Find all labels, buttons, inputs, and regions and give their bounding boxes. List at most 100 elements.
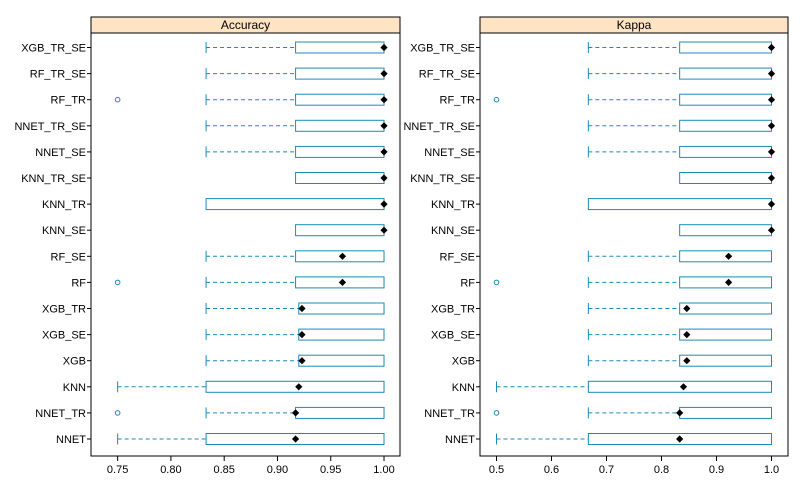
y-tick-label: XGB_TR	[431, 304, 475, 316]
median-marker	[767, 148, 776, 156]
panel-accuracy: Accuracy 0.75 0.80 0.85 0.90 0.95 1.00 XGB_TR_S…	[14, 16, 401, 476]
median-marker	[767, 96, 776, 104]
median-marker	[298, 304, 306, 313]
x-tick-label: 1.00	[373, 464, 394, 476]
median-marker	[295, 383, 303, 391]
box	[587, 380, 772, 393]
panel-title: Kappa	[617, 18, 652, 32]
y-tick-label: XGB_TR	[42, 304, 86, 316]
median-marker	[380, 148, 388, 156]
median-marker	[767, 200, 776, 208]
median-marker	[767, 226, 776, 234]
median-marker	[380, 96, 388, 104]
y-tick-label: KNN_TR	[42, 199, 86, 211]
median-marker	[767, 43, 776, 52]
box	[205, 433, 385, 445]
y-tick-label: NNET	[445, 434, 475, 446]
box	[587, 198, 772, 211]
box	[679, 93, 773, 106]
y-tick-label: RF_SE	[440, 251, 475, 263]
box	[679, 41, 773, 54]
outlier-point	[493, 279, 500, 286]
box	[295, 276, 385, 289]
y-tick-label: KNN	[63, 382, 86, 394]
x-tick-label: 0.95	[320, 464, 341, 476]
y-tick-label: XGB_TR_SE	[410, 43, 475, 55]
median-marker	[380, 200, 388, 208]
panel-title: Accuracy	[221, 18, 270, 32]
median-marker	[683, 357, 691, 365]
y-tick-label: KNN_TR_SE	[410, 173, 475, 185]
box	[298, 354, 385, 367]
panel-frame	[90, 32, 401, 457]
y-tick-label: KNN_SE	[42, 225, 86, 237]
y-tick-label: XGB_SE	[431, 330, 475, 342]
median-marker	[676, 435, 684, 443]
outlier-point	[114, 279, 121, 286]
y-tick-label: KNN	[452, 382, 475, 394]
y-tick-label: RF_TR	[51, 95, 87, 107]
box	[295, 145, 385, 158]
y-tick-label: XGB	[63, 356, 86, 368]
y-tick-label: KNN_SE	[431, 225, 475, 237]
y-tick-label: RF_TR	[440, 95, 476, 107]
median-marker	[767, 174, 776, 182]
box	[295, 119, 385, 132]
box	[295, 406, 385, 419]
box	[679, 145, 773, 158]
box	[679, 354, 773, 367]
box	[679, 224, 773, 237]
y-tick-label: RF_TR_SE	[419, 69, 475, 81]
median-marker	[380, 43, 388, 52]
outlier-point	[493, 96, 500, 103]
box	[295, 93, 385, 106]
median-marker	[679, 383, 688, 391]
box	[679, 172, 773, 184]
median-marker	[683, 331, 691, 339]
box	[295, 67, 385, 80]
y-tick-label: NNET_TR_SE	[14, 121, 86, 133]
box	[679, 250, 773, 263]
outlier-point	[114, 410, 121, 416]
x-tick-label: 0.8	[654, 464, 669, 476]
median-marker	[380, 122, 388, 130]
x-tick-label: 0.85	[213, 464, 234, 476]
median-marker	[380, 226, 388, 234]
box	[679, 406, 773, 419]
y-tick-label: NNET_TR	[35, 408, 86, 420]
box	[298, 328, 385, 341]
y-tick-label: KNN_TR_SE	[21, 173, 86, 185]
x-tick-label: 0.5	[489, 464, 504, 476]
y-tick-label: NNET	[56, 434, 86, 446]
median-marker	[298, 331, 306, 339]
box	[587, 433, 772, 445]
y-tick-label: RF	[460, 277, 475, 289]
median-marker	[291, 435, 300, 443]
outlier-point	[114, 96, 121, 103]
median-marker	[725, 252, 733, 260]
x-tick-label: 0.9	[709, 464, 724, 476]
y-tick-label: XGB_SE	[42, 330, 86, 342]
box	[679, 67, 773, 80]
y-tick-label: NNET_TR_SE	[403, 121, 475, 133]
box	[205, 198, 385, 211]
median-marker	[725, 278, 733, 286]
median-marker	[380, 70, 388, 78]
median-marker	[338, 278, 347, 286]
x-tick-label: 0.75	[107, 464, 128, 476]
panel-kappa: Kappa 0.5 0.6 0.7 0.8 0.9 1.0 XGB_TR_SE RF_TR_SE…	[403, 16, 789, 476]
y-tick-label: XGB	[452, 356, 475, 368]
box	[298, 302, 385, 315]
median-marker	[767, 70, 776, 78]
box	[295, 250, 385, 263]
x-tick-label: 0.6	[544, 464, 559, 476]
median-marker	[298, 357, 306, 365]
panel-frame	[479, 32, 789, 457]
x-tick-label: 0.7	[599, 464, 614, 476]
median-marker	[767, 122, 776, 130]
box	[295, 224, 385, 237]
box	[679, 302, 773, 315]
box	[295, 172, 385, 184]
y-tick-label: NNET_TR	[424, 408, 475, 420]
